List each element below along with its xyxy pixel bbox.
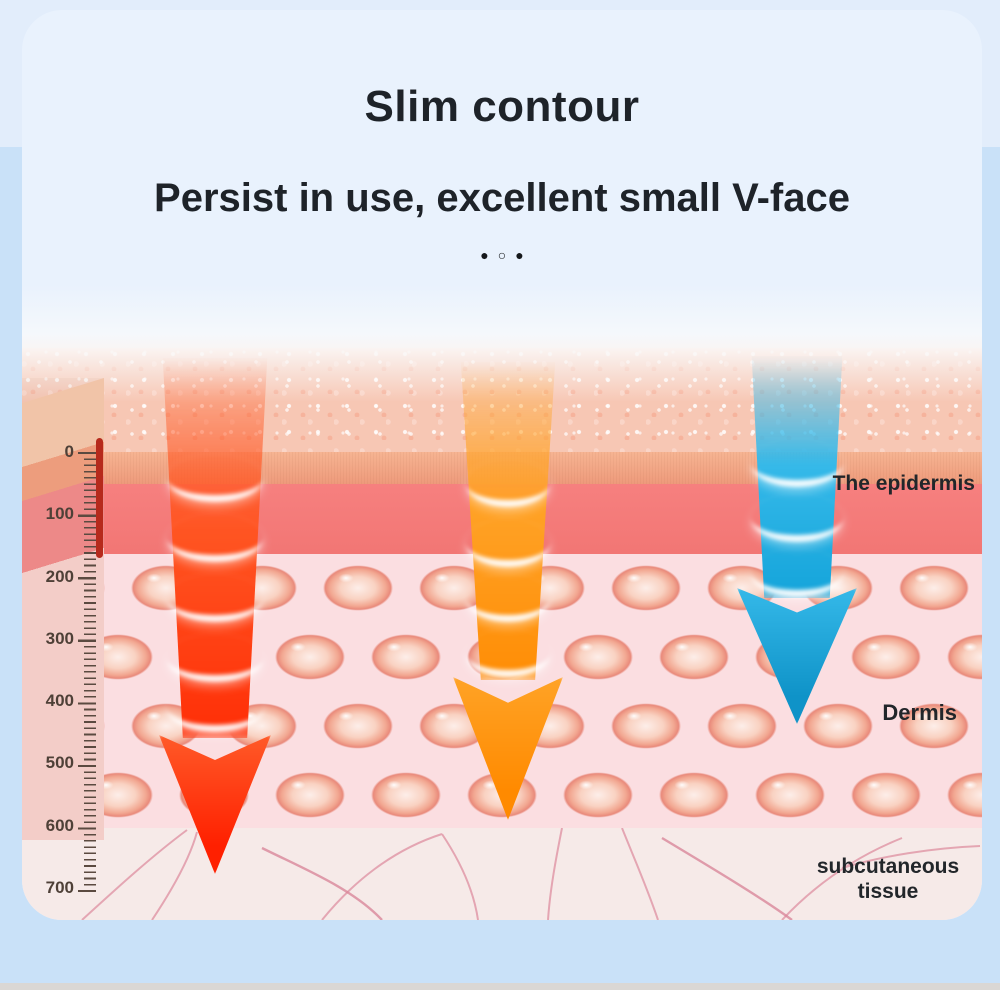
shockwave-arc — [167, 575, 263, 622]
dot-hollow-icon: ○ — [497, 247, 507, 263]
dot-filled-icon: ● — [515, 247, 524, 263]
ruler-label-400: 400 — [45, 691, 74, 710]
blood-vessels-graphic — [81, 828, 981, 920]
shockwave-arc — [167, 455, 263, 502]
separator-dots: ● ○ ● — [22, 248, 982, 262]
shockwave-arc — [466, 630, 550, 677]
ruler-label-500: 500 — [45, 753, 74, 772]
blue-arrowhead — [737, 588, 857, 724]
skin-top-fade — [22, 285, 982, 355]
red-energy-arrow — [148, 358, 282, 874]
ruler-label-300: 300 — [45, 629, 74, 648]
shockwave-arc — [167, 685, 263, 732]
orange-energy-arrow — [449, 362, 567, 820]
blue-energy-arrow — [734, 356, 860, 726]
shockwave-arc — [466, 460, 550, 507]
red-arrowhead — [159, 735, 271, 874]
shockwave-arc — [751, 495, 843, 542]
ruler-label-200: 200 — [45, 567, 74, 586]
page-subtitle: Persist in use, excellent small V-face — [154, 176, 850, 220]
shockwave-arc — [167, 635, 263, 682]
subcutaneous-tissue-layer — [22, 828, 982, 920]
shockwave-arc — [466, 575, 550, 622]
subcutaneous-tissue-label: subcutaneous tissue — [816, 855, 960, 903]
ruler-major-ticks — [78, 452, 96, 893]
content-card: Slim contour Persist in use, excellent s… — [22, 10, 982, 920]
dermis-label: Dermis — [882, 700, 957, 725]
ruler-label-700: 700 — [45, 878, 74, 897]
shockwave-arc — [466, 520, 550, 567]
ruler-label-600: 600 — [45, 816, 74, 835]
ruler-label-100: 100 — [45, 504, 74, 523]
ruler-depth-marker-bar — [96, 438, 103, 558]
shockwave-arc — [751, 440, 843, 487]
ruler-label-0: 0 — [64, 442, 74, 461]
orange-arrowhead — [453, 677, 563, 820]
epidermis-label: The epidermis — [832, 472, 975, 495]
background-bottom-strip — [0, 983, 1000, 990]
shockwave-arc — [751, 550, 843, 597]
shockwave-arc — [167, 515, 263, 562]
dot-filled-icon: ● — [480, 247, 489, 263]
page-title: Slim contour — [364, 82, 640, 131]
